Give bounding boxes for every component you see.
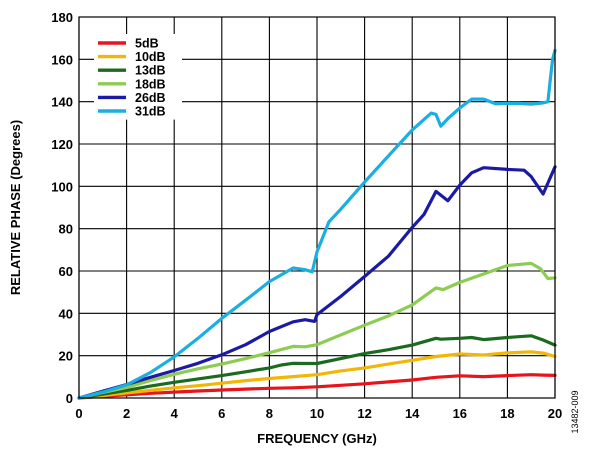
y-tick-label: 180	[51, 10, 73, 25]
series-line-31dB	[77, 48, 557, 400]
legend-background	[94, 34, 182, 120]
series-line-26dB	[77, 165, 557, 400]
x-tick-label: 12	[357, 406, 371, 421]
x-tick-label: 4	[171, 406, 179, 421]
legend-label-18dB: 18dB	[135, 77, 166, 91]
series-line-10dB	[77, 350, 557, 400]
legend-label-10dB: 10dB	[135, 50, 166, 64]
x-tick-label: 18	[500, 406, 514, 421]
legend-label-5dB: 5dB	[135, 37, 159, 51]
y-tick-label: 120	[51, 137, 73, 152]
plot-frame	[78, 16, 556, 399]
legend-label-13dB: 13dB	[135, 64, 166, 78]
y-tick-label: 100	[51, 179, 73, 194]
y-tick-label: 140	[51, 95, 73, 110]
x-axis-title: FREQUENCY (GHz)	[257, 431, 377, 446]
x-tick-label: 14	[405, 406, 420, 421]
y-tick-label: 20	[59, 349, 73, 364]
x-tick-labels: 0 2 4 6 8 10 12 14 16 18 20	[75, 406, 562, 421]
y-tick-label: 40	[59, 306, 73, 321]
figure-id: 13482-009	[570, 390, 580, 433]
x-tick-label: 2	[123, 406, 130, 421]
x-tick-label: 8	[266, 406, 273, 421]
y-tick-label: 160	[51, 52, 73, 67]
y-tick-label: 60	[59, 264, 73, 279]
legend-label-31dB: 31dB	[135, 105, 166, 119]
x-tick-label: 0	[75, 406, 82, 421]
legend-label-26dB: 26dB	[135, 91, 166, 105]
y-axis-title: RELATIVE PHASE (Degrees)	[8, 120, 23, 295]
y-tick-label: 80	[59, 222, 73, 237]
series-line-18dB	[77, 261, 557, 400]
x-tick-label: 6	[218, 406, 225, 421]
x-tick-label: 16	[453, 406, 467, 421]
series-layer	[77, 48, 557, 400]
series-line-13dB	[77, 334, 557, 400]
x-tick-label: 20	[548, 406, 562, 421]
y-tick-labels: 0 20 40 60 80 100 120 140 160 180	[51, 10, 73, 406]
series-line-5dB	[77, 373, 557, 400]
x-tick-label: 10	[310, 406, 324, 421]
y-tick-label: 0	[66, 391, 73, 406]
